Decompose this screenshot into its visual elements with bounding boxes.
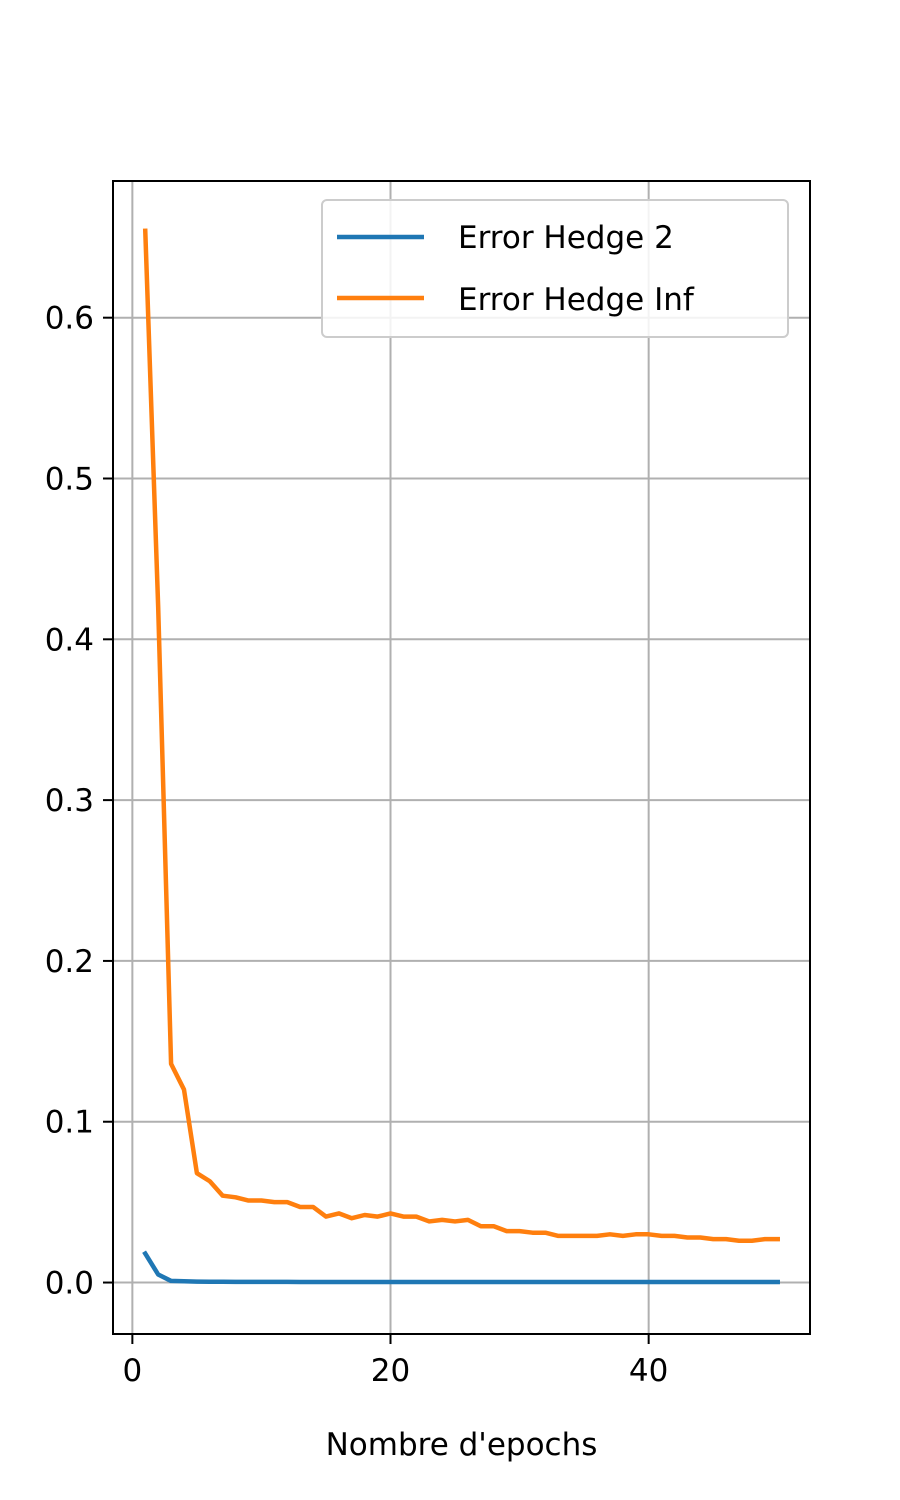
y-tick-label: 0.0 xyxy=(45,1266,94,1302)
plot-area-background xyxy=(113,181,810,1334)
axis-ticks: 0 20 40 0.0 0.1 0.2 0.3 0.4 0.5 0.6 xyxy=(45,301,669,1389)
plot-frame xyxy=(112,180,811,1335)
y-tick-label: 0.4 xyxy=(45,622,94,658)
legend-label-error-hedge-inf: Error Hedge Inf xyxy=(458,282,695,318)
y-tick-label: 0.6 xyxy=(45,301,94,337)
y-tick-label: 0.1 xyxy=(45,1105,94,1141)
series-line-error-hedge-2 xyxy=(142,1250,780,1285)
y-tick-label: 0.2 xyxy=(45,944,94,980)
series-line-error-hedge-inf xyxy=(142,228,780,1243)
x-tick-label: 40 xyxy=(629,1353,668,1389)
legend: Error Hedge 2 Error Hedge Inf xyxy=(321,199,789,338)
legend-label-error-hedge-2: Error Hedge 2 xyxy=(458,220,674,256)
x-tick-label: 20 xyxy=(371,1353,410,1389)
series-lines xyxy=(142,228,780,1285)
x-tick-label: 0 xyxy=(122,1353,142,1389)
legend-box xyxy=(321,199,789,338)
x-axis-label: Nombre d'epochs xyxy=(326,1427,598,1463)
y-tick-label: 0.5 xyxy=(45,461,94,497)
y-tick-label: 0.3 xyxy=(45,783,94,819)
